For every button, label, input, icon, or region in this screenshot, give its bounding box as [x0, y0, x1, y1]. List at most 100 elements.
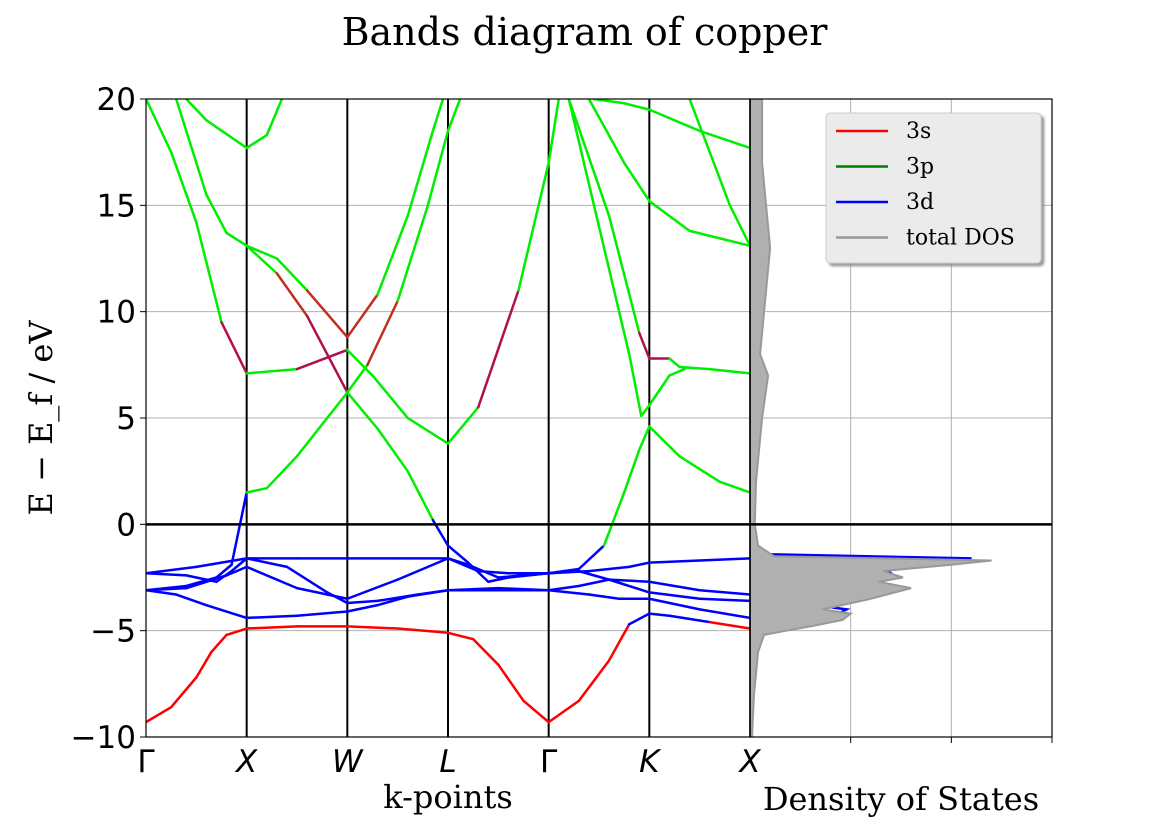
band-segment — [366, 299, 399, 367]
band-segment — [648, 612, 671, 618]
band-segment — [195, 557, 248, 569]
band-segment — [396, 557, 450, 581]
band-segment — [371, 374, 409, 420]
band-segment — [708, 367, 750, 375]
y-tick-label: −10 — [71, 720, 136, 756]
band-segment — [245, 557, 289, 569]
band-segment — [668, 367, 686, 377]
band-segment — [587, 593, 621, 601]
band-segment — [376, 427, 409, 473]
band-segment — [698, 597, 750, 603]
band-segment — [688, 229, 750, 247]
band-segment — [622, 161, 651, 203]
kpoint-label: L — [439, 744, 456, 780]
band-segment — [285, 565, 329, 594]
band-segment — [522, 699, 550, 724]
band-segment — [205, 119, 248, 150]
dos-axis-label: Density of States — [763, 780, 1039, 818]
band-segment — [728, 204, 750, 247]
band-segment — [346, 293, 379, 339]
band-segment — [431, 99, 445, 133]
band-segment — [567, 99, 601, 228]
band-segment — [205, 193, 228, 235]
kpoint-label: K — [639, 744, 662, 780]
band-segment — [185, 99, 208, 122]
kpoint-label: X — [234, 744, 258, 780]
band-segment — [678, 455, 722, 484]
band-segment — [245, 244, 279, 275]
y-tick-label: 5 — [116, 401, 136, 437]
band-segment — [146, 99, 173, 154]
band-segment — [295, 348, 349, 371]
band-segment — [346, 391, 379, 430]
band-segment — [174, 99, 208, 196]
band-segment — [678, 365, 711, 371]
band-segment — [517, 161, 550, 292]
band-segment — [648, 597, 701, 611]
band-segment — [446, 631, 475, 641]
band-segment — [627, 352, 643, 418]
band-segment — [547, 699, 581, 724]
band-segment — [698, 608, 750, 620]
y-tick-label: 0 — [116, 507, 136, 543]
band-segment — [607, 623, 631, 662]
band-segment — [174, 593, 208, 607]
band-segment — [446, 586, 500, 592]
band-segment — [698, 129, 750, 150]
band-segment — [325, 391, 349, 420]
band-segment — [668, 357, 681, 369]
band-segment — [265, 455, 299, 490]
band-segment — [245, 367, 299, 375]
kpoint-label: Γ — [540, 744, 558, 780]
band-segment — [698, 589, 750, 596]
band-segment — [497, 586, 550, 592]
band-segment — [640, 403, 651, 418]
band-segment — [325, 591, 349, 605]
band-segment — [195, 650, 213, 679]
band-segment — [507, 571, 550, 579]
band-segment — [169, 676, 198, 709]
band-segment — [622, 102, 651, 111]
band-segment — [587, 565, 631, 573]
band-segment — [446, 406, 480, 445]
band-segment — [185, 576, 218, 588]
band-segment — [245, 614, 299, 620]
y-tick-label: 20 — [97, 82, 136, 118]
dos-frame — [749, 98, 1053, 738]
band-segment — [648, 425, 681, 458]
band-segment — [295, 586, 349, 601]
band-segment — [146, 584, 188, 592]
band-segment — [225, 627, 248, 637]
band-segment — [648, 591, 701, 601]
band-segment — [602, 491, 626, 547]
dos-group — [750, 99, 992, 737]
band-segment — [638, 331, 651, 360]
band-segment — [169, 150, 198, 224]
chart-title: Bands diagram of copper — [341, 10, 828, 54]
band-segment — [648, 580, 701, 592]
band-segment — [305, 314, 349, 394]
band-segment — [265, 99, 284, 137]
band-segment — [346, 599, 379, 605]
band-segment — [346, 348, 374, 377]
band-segment — [487, 576, 510, 584]
y-tick-label: 10 — [97, 295, 136, 331]
band-segment — [476, 289, 520, 409]
band-segment — [547, 99, 560, 165]
band-segment — [230, 557, 248, 573]
band-segment — [416, 589, 450, 596]
band-segment — [230, 491, 248, 566]
band-segment — [406, 469, 435, 522]
band-segment — [587, 99, 626, 165]
band-segment — [146, 705, 173, 724]
y-axis-label: E − E_f / eV — [22, 320, 60, 516]
band-segment — [245, 625, 299, 630]
band-segment — [446, 544, 470, 564]
band-segment — [185, 574, 228, 590]
band-segment — [426, 129, 450, 207]
band-segment — [346, 625, 399, 630]
band-segment — [245, 486, 269, 494]
band-segment — [225, 231, 248, 247]
band-segment — [597, 225, 631, 356]
